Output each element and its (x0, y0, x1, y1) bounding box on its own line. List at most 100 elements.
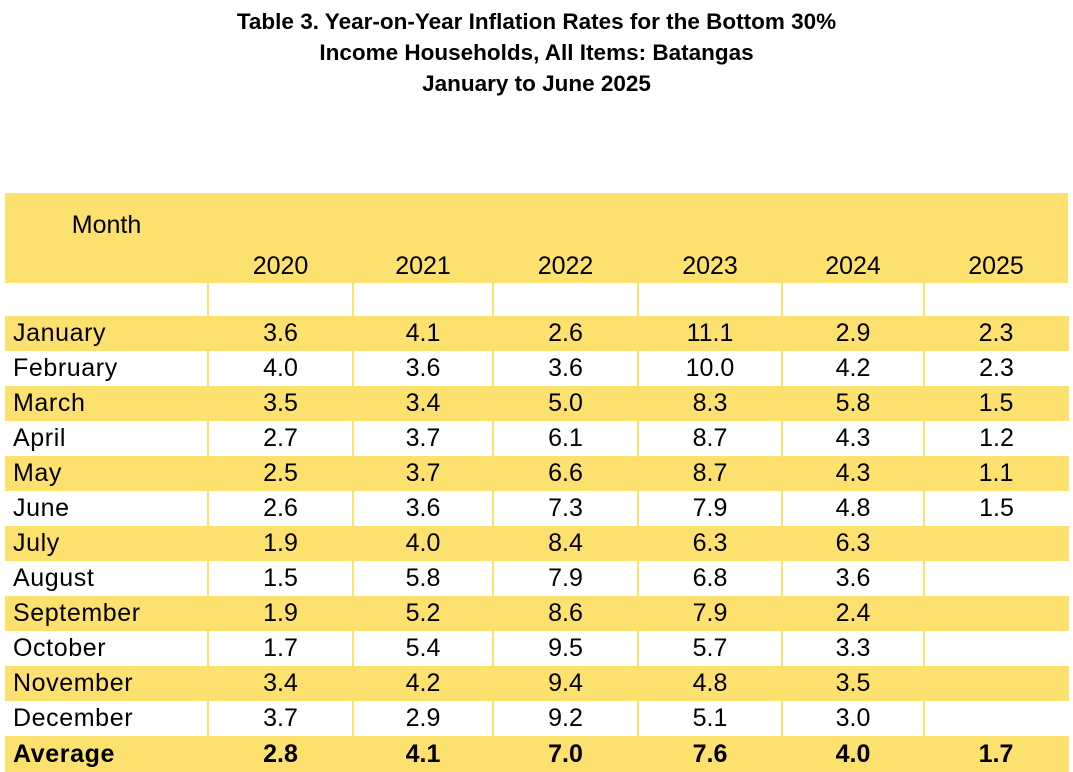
header-month: Month (5, 193, 208, 283)
average-value-cell: 4.1 (353, 736, 494, 772)
month-cell: April (5, 421, 209, 456)
value-cell: 8.6 (493, 596, 639, 631)
value-cell: 5.2 (353, 596, 494, 631)
month-cell: November (5, 666, 209, 701)
table-row: September 1.9 5.2 8.6 7.9 2.4 (5, 596, 1069, 631)
month-cell: May (5, 456, 209, 491)
month-cell: October (5, 631, 209, 666)
value-cell: 4.2 (782, 351, 925, 386)
value-cell: 1.1 (924, 456, 1069, 491)
average-value-cell: 7.0 (493, 736, 639, 772)
table-row: May 2.5 3.7 6.6 8.7 4.3 1.1 (5, 456, 1069, 491)
spacer-row (5, 283, 1068, 316)
value-cell: 4.3 (782, 456, 925, 491)
table-row: October 1.7 5.4 9.5 5.7 3.3 (5, 631, 1068, 666)
inflation-table: Month 2020 2021 2022 2023 2024 2025 Janu… (5, 193, 1069, 772)
value-cell: 5.0 (493, 386, 639, 421)
value-cell (924, 561, 1068, 596)
value-cell: 4.2 (353, 666, 494, 701)
value-cell: 2.7 (208, 421, 354, 456)
value-cell: 3.7 (353, 421, 494, 456)
average-value-cell: 4.0 (782, 736, 925, 772)
month-cell: December (5, 701, 209, 736)
value-cell: 3.6 (353, 491, 494, 526)
value-cell: 6.1 (493, 421, 639, 456)
value-cell: 1.9 (208, 596, 354, 631)
value-cell: 8.7 (638, 456, 783, 491)
value-cell: 3.4 (353, 386, 494, 421)
value-cell: 4.1 (353, 316, 494, 351)
value-cell: 6.3 (638, 526, 783, 561)
value-cell: 3.7 (208, 701, 354, 736)
value-cell: 9.5 (493, 631, 639, 666)
title-line-1: Table 3. Year-on-Year Inflation Rates fo… (236, 9, 837, 34)
table-row: December 3.7 2.9 9.2 5.1 3.0 (5, 701, 1068, 736)
value-cell: 2.9 (353, 701, 494, 736)
value-cell: 3.4 (208, 666, 354, 701)
month-cell: February (5, 351, 209, 386)
value-cell: 1.2 (924, 421, 1068, 456)
value-cell: 3.6 (493, 351, 639, 386)
title-line-2: Income Households, All Items: Batangas (319, 40, 754, 65)
value-cell: 9.4 (493, 666, 639, 701)
title-line-3: January to June 2025 (422, 71, 651, 96)
value-cell (924, 701, 1068, 736)
table-row: June 2.6 3.6 7.3 7.9 4.8 1.5 (5, 491, 1068, 526)
header-year: 2024 (782, 193, 924, 283)
table-row: July 1.9 4.0 8.4 6.3 6.3 (5, 526, 1069, 561)
value-cell: 8.4 (493, 526, 639, 561)
value-cell: 5.7 (638, 631, 783, 666)
value-cell: 3.0 (782, 701, 925, 736)
value-cell: 4.8 (782, 491, 925, 526)
month-cell: January (5, 316, 209, 351)
header-row: Month 2020 2021 2022 2023 2024 2025 (5, 193, 1068, 283)
month-cell: June (5, 491, 209, 526)
value-cell: 7.9 (638, 596, 783, 631)
value-cell: 2.6 (493, 316, 639, 351)
table-row: August 1.5 5.8 7.9 6.8 3.6 (5, 561, 1068, 596)
value-cell: 1.5 (208, 561, 354, 596)
month-cell: March (5, 386, 209, 421)
month-cell: September (5, 596, 209, 631)
value-cell: 6.6 (493, 456, 639, 491)
table-row: April 2.7 3.7 6.1 8.7 4.3 1.2 (5, 421, 1068, 456)
value-cell: 8.3 (638, 386, 783, 421)
value-cell: 2.9 (782, 316, 925, 351)
table-row: November 3.4 4.2 9.4 4.8 3.5 (5, 666, 1069, 701)
header-year: 2021 (353, 193, 493, 283)
value-cell: 5.8 (353, 561, 494, 596)
value-cell: 4.0 (353, 526, 494, 561)
value-cell (924, 526, 1069, 561)
value-cell: 1.5 (924, 491, 1068, 526)
value-cell: 3.6 (208, 316, 354, 351)
table-row: January 3.6 4.1 2.6 11.1 2.9 2.3 (5, 316, 1069, 351)
value-cell: 2.3 (924, 351, 1068, 386)
value-cell: 1.7 (208, 631, 354, 666)
header-year: 2025 (924, 193, 1068, 283)
average-row: Average 2.8 4.1 7.0 7.6 4.0 1.7 (5, 736, 1069, 772)
value-cell: 7.9 (493, 561, 639, 596)
value-cell: 9.2 (493, 701, 639, 736)
value-cell: 3.6 (782, 561, 925, 596)
value-cell: 7.3 (493, 491, 639, 526)
value-cell: 3.3 (782, 631, 925, 666)
value-cell (924, 596, 1069, 631)
value-cell: 4.8 (638, 666, 783, 701)
value-cell: 3.7 (353, 456, 494, 491)
value-cell: 1.5 (924, 386, 1069, 421)
value-cell: 2.3 (924, 316, 1069, 351)
value-cell: 5.8 (782, 386, 925, 421)
value-cell: 4.0 (208, 351, 354, 386)
value-cell (924, 666, 1069, 701)
value-cell: 1.9 (208, 526, 354, 561)
table-row: March 3.5 3.4 5.0 8.3 5.8 1.5 (5, 386, 1069, 421)
value-cell (924, 631, 1068, 666)
month-cell: July (5, 526, 209, 561)
value-cell: 7.9 (638, 491, 783, 526)
value-cell: 11.1 (638, 316, 783, 351)
value-cell: 5.4 (353, 631, 494, 666)
value-cell: 2.6 (208, 491, 354, 526)
value-cell: 2.4 (782, 596, 925, 631)
header-year: 2023 (638, 193, 782, 283)
value-cell: 8.7 (638, 421, 783, 456)
